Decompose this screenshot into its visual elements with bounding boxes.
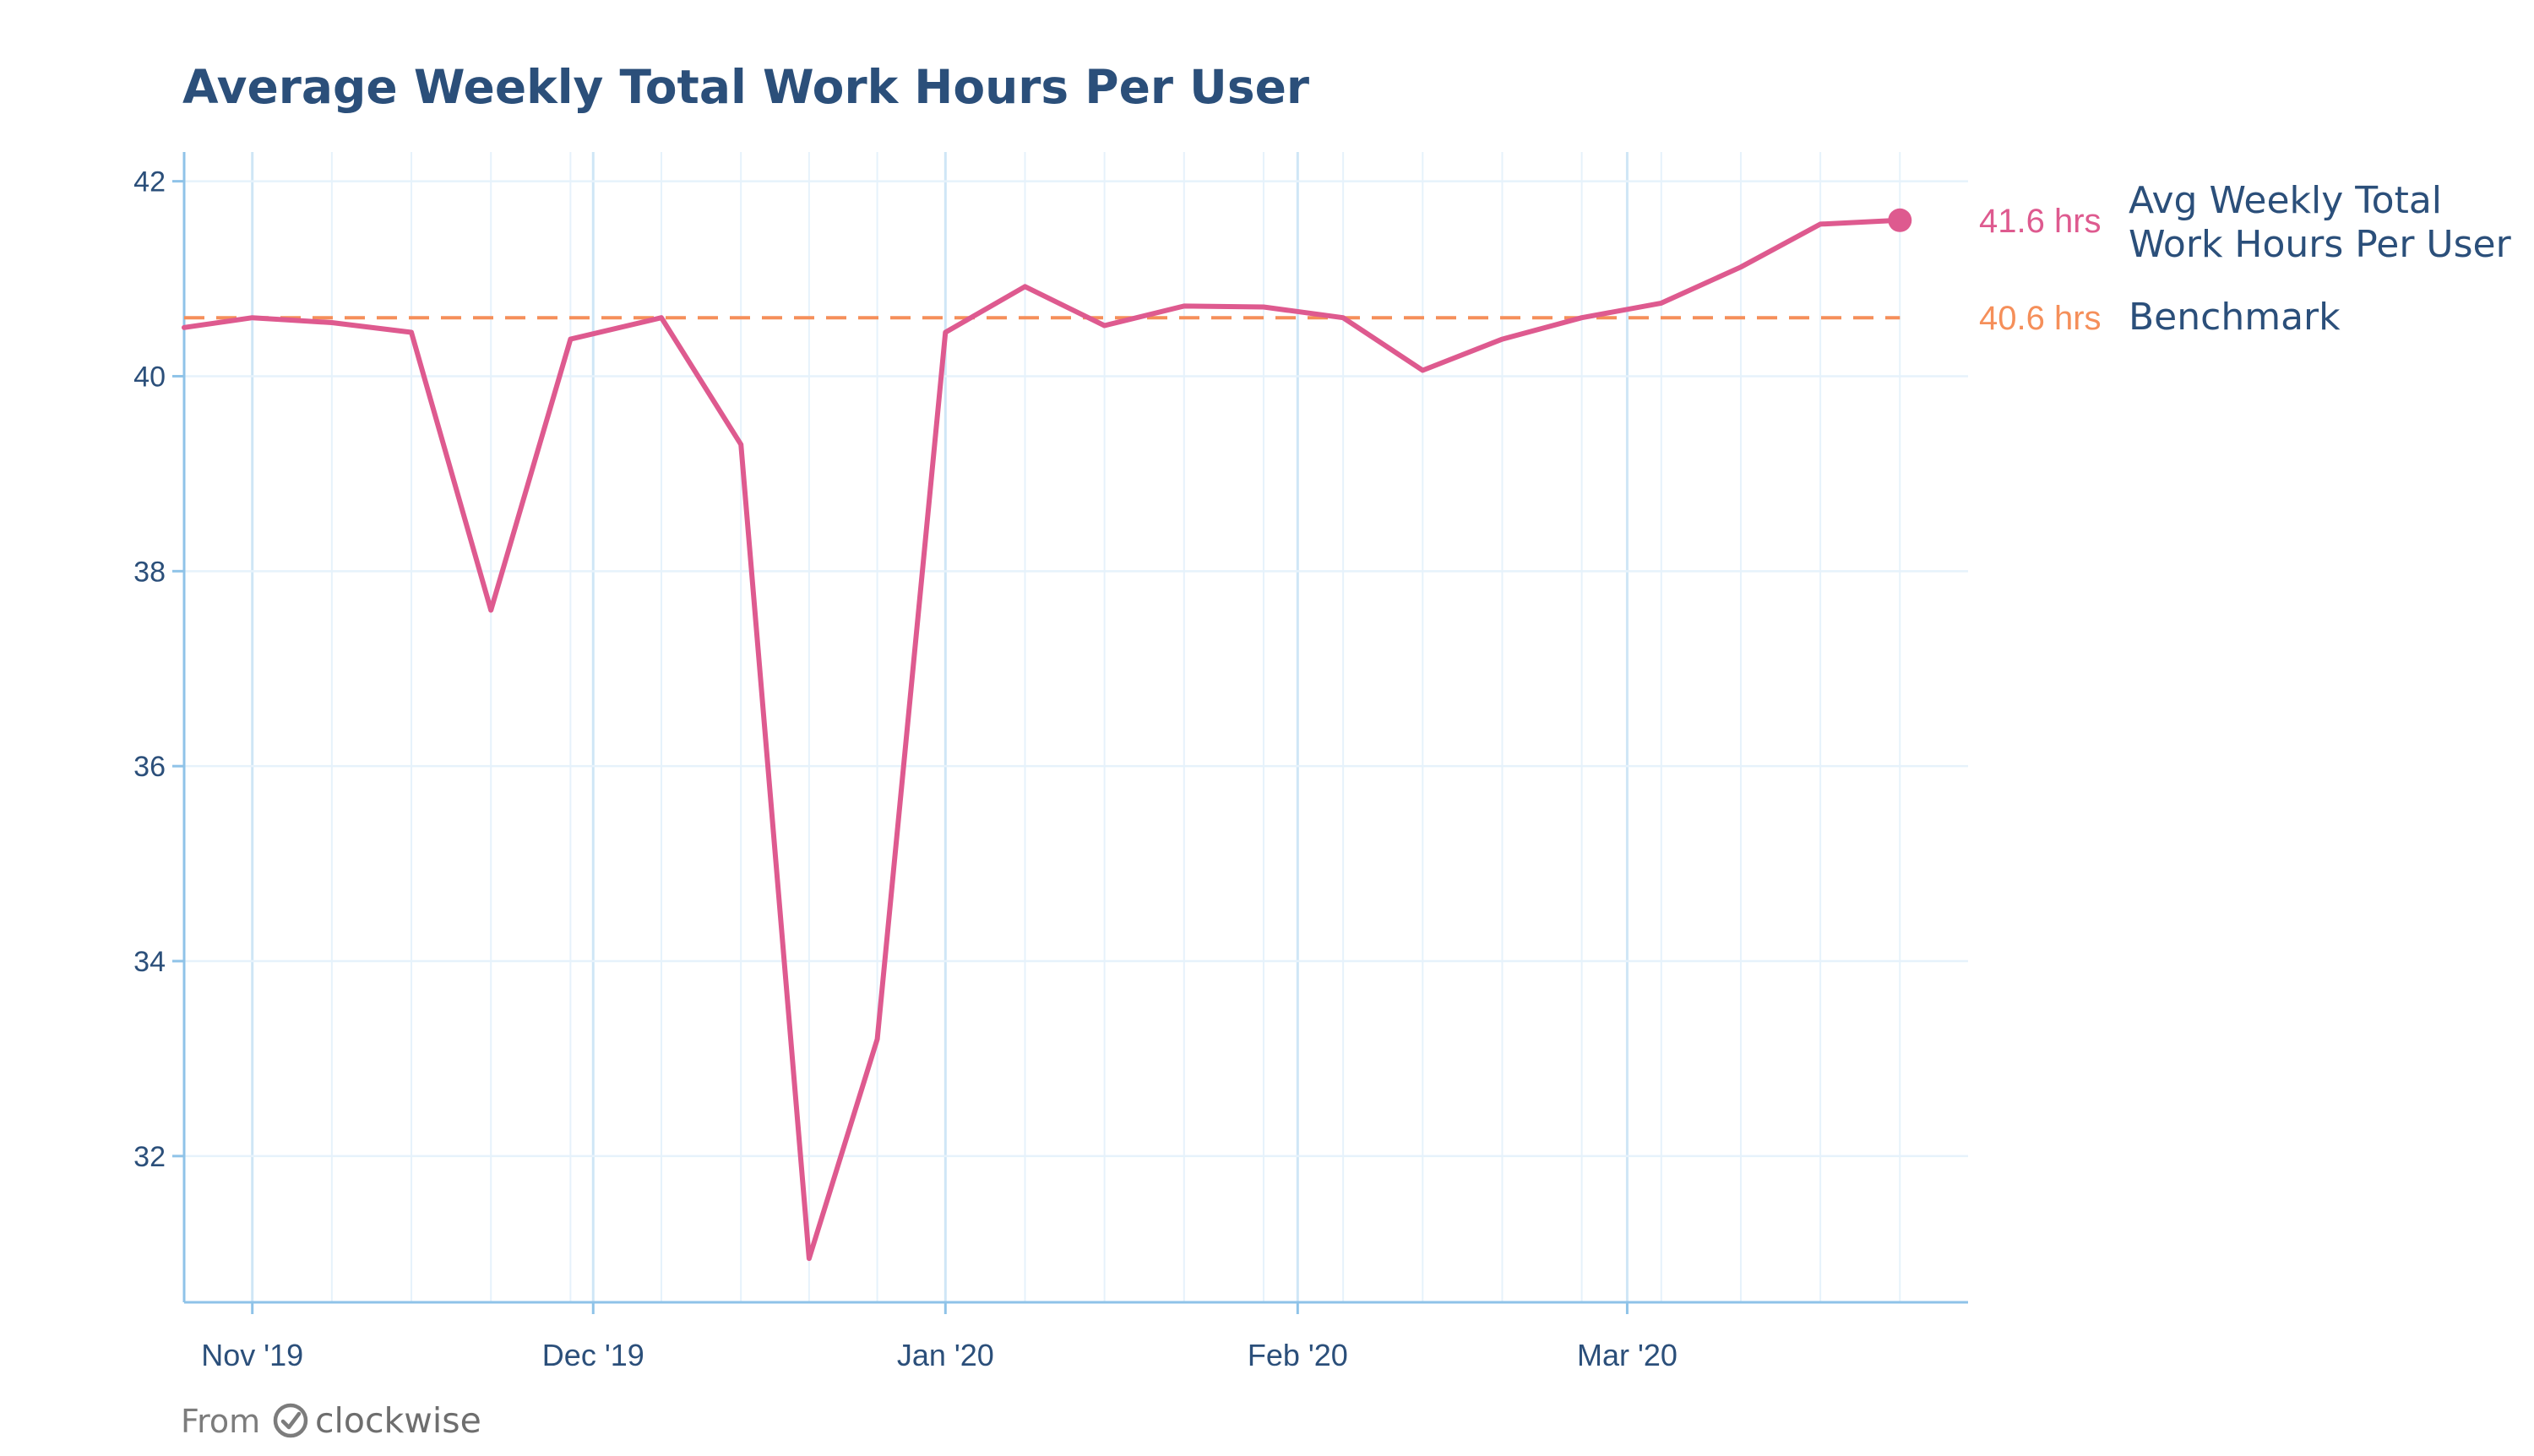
x-tick-label: Mar '20 [1577,1338,1678,1372]
x-tick-label: Dec '19 [542,1338,644,1372]
benchmark-value-label: 40.6 hrs [1979,300,2102,337]
chart-title: Average Weekly Total Work Hours Per User [182,60,1309,114]
y-tick-label: 36 [133,751,166,783]
series-end-value-label: 41.6 hrs [1979,203,2102,240]
series-end-marker [1888,208,1912,232]
clockwise-logo-icon [273,1403,308,1438]
legend: 41.6 hrs Avg Weekly Total Work Hours Per U… [1979,179,2512,339]
y-tick-label: 38 [133,556,166,588]
legend-benchmark-name: Benchmark [2129,296,2341,339]
series-layer [182,208,1912,1262]
y-tick-label: 32 [133,1141,166,1173]
y-tick-label: 42 [133,166,166,198]
footer: From clockwise [181,1400,481,1441]
y-tick-label: 40 [133,361,166,393]
legend-series-name: Avg Weekly Total Work Hours Per User [2129,179,2512,266]
x-tick-label: Nov '19 [201,1338,303,1372]
y-tick-label: 34 [133,946,166,978]
grid [184,152,1968,1302]
x-tick-label: Jan '20 [897,1338,994,1372]
x-tick-label: Feb '20 [1248,1338,1348,1372]
footer-brand: clockwise [315,1400,481,1441]
footer-from-label: From [181,1403,260,1440]
axes: Nov '19 Dec '19 Jan '20 Feb '20 Mar '20 32 34 3… [133,152,1968,1372]
series-line [182,217,1903,1262]
